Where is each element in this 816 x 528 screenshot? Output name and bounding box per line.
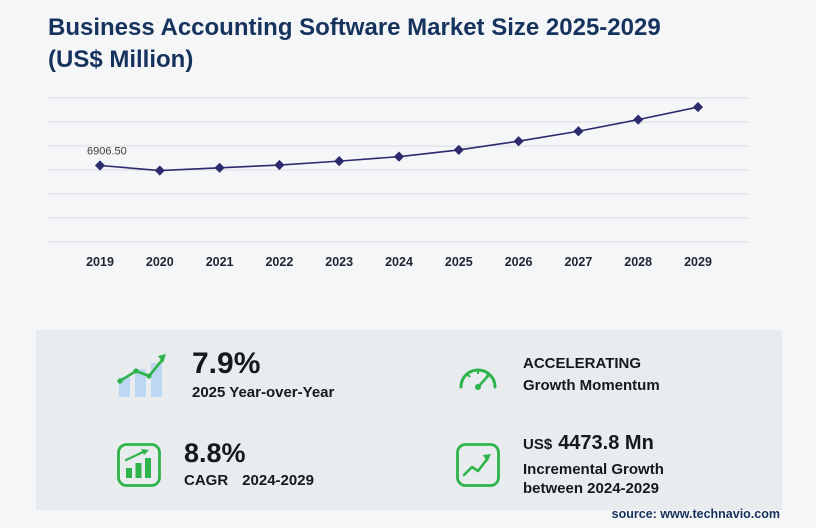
svg-text:2021: 2021: [206, 255, 234, 269]
svg-text:2019: 2019: [86, 255, 114, 269]
momentum-line2: Growth Momentum: [523, 377, 660, 394]
incremental-label: Incremental Growth between 2024-2029: [523, 460, 664, 498]
page-title-line2: (US$ Million): [48, 45, 194, 73]
stat-incremental: US$ 4473.8 Mn Incremental Growth between…: [409, 420, 782, 510]
svg-text:2022: 2022: [265, 255, 293, 269]
svg-text:2025: 2025: [445, 255, 473, 269]
gauge-icon: [455, 356, 501, 394]
svg-text:6906.50: 6906.50: [87, 145, 127, 157]
cagr-range: 2024-2029: [242, 472, 314, 490]
incremental-value: 4473.8 Mn: [558, 431, 654, 454]
svg-text:2028: 2028: [624, 255, 652, 269]
svg-text:2027: 2027: [564, 255, 592, 269]
cagr-label: CAGR: [184, 472, 229, 490]
market-size-chart: 6906.50 2019 2020 2021 2022 2023 2024 2025 2026 2…: [48, 90, 748, 274]
incremental-currency: US$: [523, 435, 553, 453]
page-title: Business Accounting Software Market Size…: [48, 12, 778, 76]
stat-momentum: ACCELERATING Growth Momentum: [409, 330, 782, 420]
svg-text:2029: 2029: [684, 255, 712, 269]
source-attribution: source: www.technavio.com: [611, 507, 780, 521]
svg-text:2024: 2024: [385, 255, 413, 269]
yoy-value: 7.9%: [192, 346, 261, 380]
svg-text:2023: 2023: [325, 255, 353, 269]
svg-text:2026: 2026: [505, 255, 533, 269]
stat-yoy: 7.9% 2025 Year-over-Year: [36, 330, 409, 420]
yoy-label: 2025 Year-over-Year: [192, 384, 335, 401]
svg-text:2020: 2020: [146, 255, 174, 269]
stat-cagr: 8.8% CAGR 2024-2029: [36, 420, 409, 510]
bar-growth-icon: [116, 351, 170, 399]
trend-box-icon: [455, 442, 501, 488]
line-chart-svg: 6906.50 2019 2020 2021 2022 2023 2024 2025 2026 2…: [48, 97, 748, 269]
stats-panel: 7.9% 2025 Year-over-Year ACCELERATING Gr…: [36, 330, 782, 510]
cagr-value: 8.8%: [184, 438, 246, 469]
momentum-line1: ACCELERATING: [523, 355, 642, 373]
page-title-line1: Business Accounting Software Market Size…: [48, 14, 661, 41]
chart-box-icon: [116, 442, 162, 488]
